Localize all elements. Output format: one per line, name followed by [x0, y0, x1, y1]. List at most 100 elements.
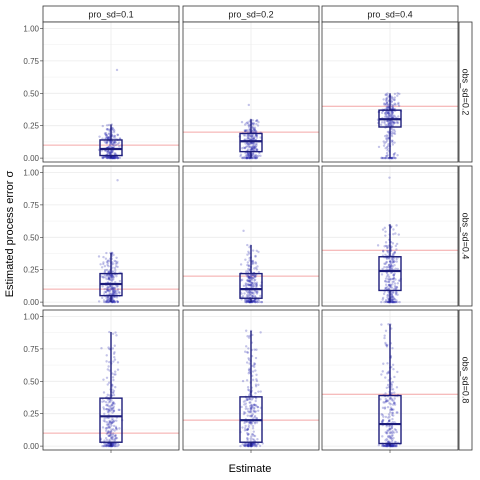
data-point: [112, 141, 116, 144]
data-point: [251, 294, 254, 298]
data-point: [252, 137, 255, 140]
data-point: [110, 275, 113, 279]
data-point: [105, 407, 108, 411]
data-point: [380, 444, 384, 447]
data-point: [114, 442, 118, 446]
data-point: [384, 280, 387, 283]
data-point: [111, 251, 114, 255]
data-point: [105, 156, 109, 160]
data-point: [241, 156, 245, 160]
data-point: [248, 156, 251, 159]
data-point: [247, 444, 250, 448]
data-point: [246, 433, 250, 436]
data-point: [385, 137, 388, 140]
data-point: [386, 111, 390, 115]
data-point: [108, 431, 112, 434]
data-point: [248, 397, 251, 401]
data-point: [391, 444, 395, 448]
data-point: [252, 403, 256, 407]
data-point: [107, 300, 111, 304]
data-point: [109, 276, 113, 279]
data-point: [101, 400, 104, 403]
data-point: [107, 381, 111, 384]
data-point: [255, 249, 258, 252]
data-point: [251, 134, 254, 138]
data-point: [113, 155, 116, 159]
data-point: [107, 286, 110, 290]
data-point: [109, 288, 112, 291]
data-point: [102, 419, 106, 422]
data-point: [255, 378, 258, 381]
data-point: [109, 420, 112, 423]
data-point: [246, 398, 249, 402]
data-point: [112, 155, 116, 159]
data-point: [114, 434, 117, 438]
data-point: [393, 397, 396, 400]
data-point: [112, 438, 115, 441]
data-point: [246, 300, 249, 303]
data-point: [102, 378, 105, 381]
data-point: [105, 277, 108, 281]
data-point: [107, 289, 110, 292]
data-point: [380, 300, 383, 304]
box-iqr: [99, 139, 123, 157]
data-point: [387, 290, 390, 294]
data-point: [253, 410, 257, 414]
data-point: [391, 110, 394, 113]
box-iqr: [378, 256, 402, 292]
data-point: [390, 286, 394, 289]
data-point: [245, 156, 248, 160]
data-point: [394, 287, 397, 291]
data-point: [249, 134, 252, 137]
data-point: [256, 290, 259, 293]
data-point: [391, 434, 394, 437]
data-point: [254, 135, 257, 138]
data-point: [106, 136, 109, 139]
data-point: [246, 148, 250, 151]
data-point: [380, 111, 384, 115]
data-point: [393, 96, 397, 99]
data-point: [111, 292, 115, 296]
data-point: [103, 412, 106, 416]
data-point: [391, 443, 394, 447]
data-point: [393, 401, 396, 405]
data-point: [382, 98, 385, 101]
data-point: [388, 397, 392, 401]
data-point: [389, 267, 392, 270]
data-point: [247, 444, 250, 448]
data-point: [250, 291, 254, 295]
data-point: [102, 444, 105, 448]
data-point: [244, 129, 247, 133]
data-point: [390, 123, 393, 126]
y-tick-label: 0.50: [23, 233, 39, 242]
data-point: [109, 430, 113, 434]
data-point: [105, 133, 108, 137]
data-point: [251, 156, 255, 160]
data-point: [105, 140, 109, 143]
data-point: [114, 281, 117, 284]
data-point: [245, 379, 249, 382]
data-point: [102, 262, 105, 266]
data-point: [250, 406, 253, 410]
data-point: [104, 156, 108, 159]
data-point: [113, 402, 116, 405]
data-point: [386, 300, 390, 304]
data-point: [390, 98, 393, 101]
data-point: [391, 121, 395, 124]
data-point: [97, 255, 101, 258]
data-point: [118, 145, 121, 148]
data-point: [247, 264, 251, 268]
data-point: [386, 444, 390, 448]
data-point: [254, 275, 257, 278]
data-point: [108, 360, 111, 364]
data-point: [254, 147, 258, 151]
data-point: [246, 443, 249, 446]
data-point: [392, 121, 396, 124]
data-point: [97, 300, 101, 303]
data-point: [252, 156, 255, 159]
data-point: [108, 369, 111, 372]
data-point: [102, 155, 106, 159]
data-point: [108, 438, 111, 442]
data-point: [393, 92, 397, 96]
data-point: [247, 143, 250, 146]
